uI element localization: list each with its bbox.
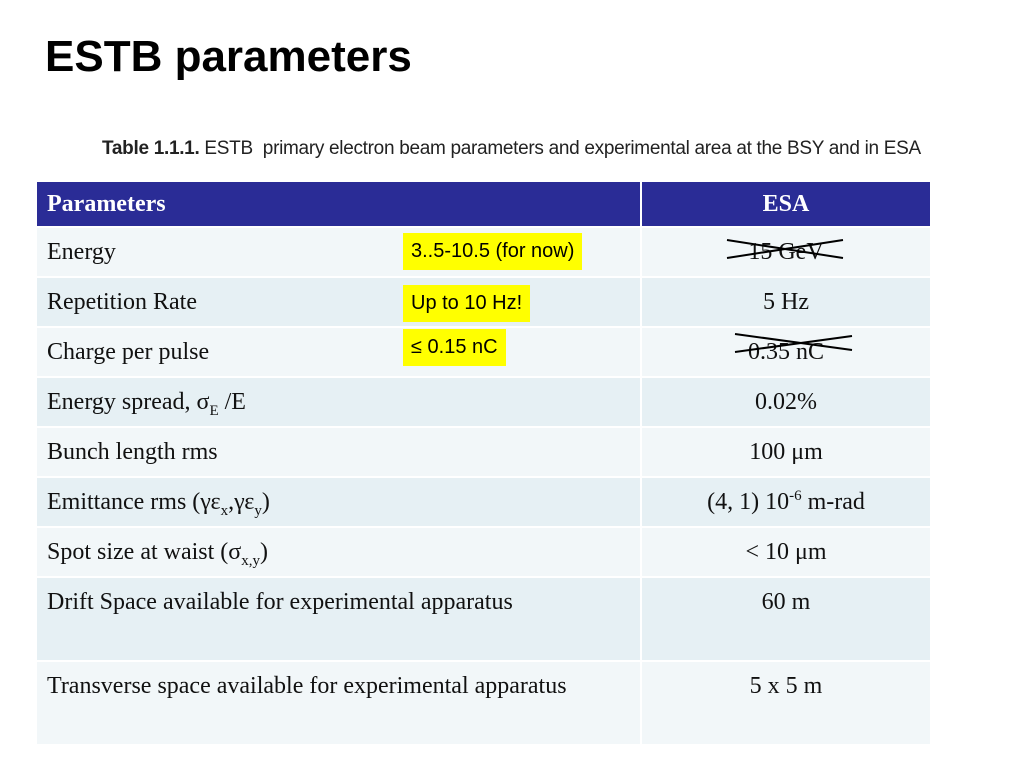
cell: Bunch length rms (35, 426, 642, 478)
sticky-note: Up to 10 Hz! (403, 285, 531, 322)
row: Repetition Rate 5 Hz (35, 276, 932, 328)
text: 0.35 nC (747, 339, 824, 365)
text: Charge per pulse (47, 339, 210, 365)
cell: Drift Space available for experimental a… (35, 576, 642, 662)
text: ) (260, 539, 268, 565)
header-cell: ESA (640, 180, 932, 228)
text: 0.02% (755, 389, 817, 415)
cell: Charge per pulse (35, 326, 642, 378)
text: Energy spread, σ (47, 389, 210, 415)
cell: 60 m (640, 576, 932, 662)
cell: Transverse space available for experimen… (35, 660, 642, 746)
text: ,γε (228, 489, 255, 515)
sticky-note: 3..5-10.5 (for now) (403, 233, 583, 270)
cell: 5 x 5 m (640, 660, 932, 746)
row: Bunch length rms 100 μm (35, 426, 932, 478)
subscript: E (209, 402, 219, 419)
text: /E (218, 389, 246, 415)
cell: 100 μm (640, 426, 932, 478)
subscript: x,y (241, 552, 260, 569)
text: Drift Space available for experimental a… (47, 589, 513, 615)
text: m-rad (801, 489, 865, 515)
slide-title: ESTB parameters (45, 32, 412, 81)
cell: 0.02% (640, 376, 932, 428)
text: 5 x 5 m (749, 673, 823, 699)
caption-label: Table 1.1.1. (102, 138, 200, 159)
row: Charge per pulse 0.35 nC (35, 326, 932, 378)
row: Energy spread, σE /E 0.02% (35, 376, 932, 428)
table-caption: Table 1.1.1. ESTB primary electron beam … (102, 138, 921, 160)
cell: Repetition Rate (35, 276, 642, 328)
text: Repetition Rate (47, 289, 197, 315)
text: Emittance rms (γε (47, 489, 221, 515)
text: Energy (47, 239, 116, 265)
text: < 10 μm (745, 539, 827, 565)
cell: Energy spread, σE /E (35, 376, 642, 428)
cell: 5 Hz (640, 276, 932, 328)
text: Transverse space available for experimen… (47, 673, 567, 699)
cell: Spot size at waist (σx,y) (35, 526, 642, 578)
cell: 0.35 nC (640, 326, 932, 378)
caption-text: ESTB primary electron beam parameters an… (204, 138, 921, 159)
text: (4, 1) 10 (707, 489, 790, 515)
cell: 15 GeV (640, 226, 932, 278)
superscript: -6 (789, 488, 802, 504)
cell: Emittance rms (γεx,γεy) (35, 476, 642, 528)
row: Drift Space available for experimental a… (35, 576, 932, 662)
row: Transverse space available for experimen… (35, 660, 932, 746)
text: 15 GeV (748, 239, 824, 265)
text: 5 Hz (763, 289, 809, 315)
text: Spot size at waist (σ (47, 539, 242, 565)
row: Emittance rms (γεx,γεy) (4, 1) 10-6 m-rad (35, 476, 932, 528)
subscript: x (220, 502, 229, 519)
header-cell: Parameters (35, 180, 642, 228)
text: Bunch length rms (47, 439, 218, 465)
text: 100 μm (749, 439, 823, 465)
subscript: y (254, 502, 262, 519)
text: 60 m (761, 589, 811, 615)
row: Spot size at waist (σx,y) < 10 μm (35, 526, 932, 578)
sticky-note: ≤ 0.15 nC (403, 329, 506, 366)
header-row: Parameters ESA (35, 180, 932, 228)
text: ) (261, 489, 270, 515)
cell: < 10 μm (640, 526, 932, 578)
cell: (4, 1) 10-6 m-rad (640, 476, 932, 528)
